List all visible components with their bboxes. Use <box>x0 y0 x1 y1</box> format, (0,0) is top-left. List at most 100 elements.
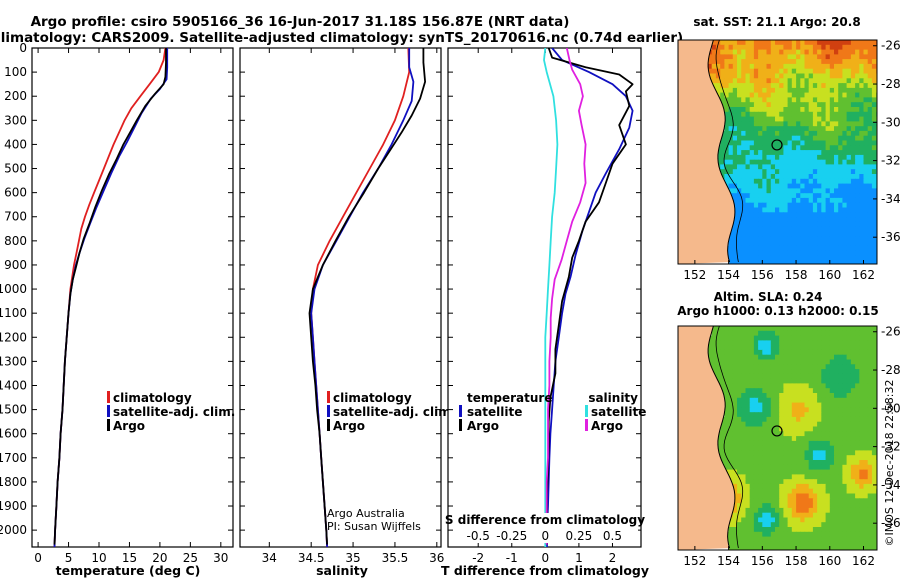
heatmap-cell <box>741 111 746 118</box>
heatmap-cell <box>855 483 860 490</box>
heatmap-cell <box>871 63 877 70</box>
heatmap-cell <box>770 135 776 142</box>
heatmap-cell <box>787 431 793 437</box>
legend-swatch-argo <box>107 419 110 431</box>
heatmap-cell <box>867 250 873 256</box>
heatmap-cell <box>829 416 835 423</box>
heatmap-cell <box>753 73 759 79</box>
heatmap-cell <box>753 373 759 380</box>
heatmap-cell <box>859 488 865 495</box>
heatmap-cell <box>745 512 751 519</box>
heatmap-cell <box>838 40 843 46</box>
salinity-legend: climatology satellite-adj. clim. Argo <box>327 391 455 433</box>
heatmap-cell <box>724 107 730 113</box>
heatmap-cell <box>871 97 877 103</box>
heatmap-cell <box>804 159 810 166</box>
heatmap-cell <box>850 527 856 533</box>
heatmap-cell <box>791 145 797 151</box>
heatmap-cell <box>804 378 810 384</box>
heatmap-cell <box>732 107 738 113</box>
heatmap-cell <box>817 512 822 519</box>
heatmap-cell <box>863 145 869 151</box>
heatmap-cell <box>850 340 856 346</box>
heatmap-cell <box>762 522 768 528</box>
heatmap-cell <box>762 135 768 142</box>
heatmap-cell <box>783 245 789 252</box>
heatmap-cell <box>796 388 801 394</box>
heatmap-cell <box>749 102 755 108</box>
heatmap-cell <box>808 426 814 432</box>
heatmap-cell <box>812 207 818 213</box>
heatmap-cell <box>724 402 730 408</box>
heatmap-cell <box>838 460 843 466</box>
heatmap-cell <box>863 135 869 142</box>
heatmap-cell <box>808 130 814 137</box>
heatmap-cell <box>775 383 780 389</box>
heatmap-cell <box>808 226 814 233</box>
heatmap-cell <box>838 340 843 346</box>
heatmap-cell <box>753 531 759 538</box>
heatmap-cell <box>724 111 730 118</box>
heatmap-cell <box>745 364 751 370</box>
heatmap-cell <box>770 83 776 89</box>
heatmap-cell <box>737 169 742 175</box>
heatmap-cell <box>834 140 839 146</box>
heatmap-cell <box>804 421 810 428</box>
heatmap-cell <box>863 340 869 346</box>
heatmap-cell <box>800 107 806 113</box>
heatmap-cell <box>745 135 751 142</box>
heatmap-cell <box>855 512 860 519</box>
heatmap-cell <box>779 255 784 261</box>
heatmap-cell <box>762 169 768 175</box>
heatmap-cell <box>770 68 776 75</box>
heatmap-cell <box>779 68 784 75</box>
heatmap-cell <box>766 369 772 375</box>
heatmap-cell <box>846 340 852 346</box>
heatmap-cell <box>770 541 776 547</box>
heatmap-cell <box>842 140 848 146</box>
heatmap-cell <box>821 354 827 361</box>
heatmap-cell <box>817 183 822 189</box>
heatmap-cell <box>737 546 742 550</box>
heatmap-cell <box>829 364 835 370</box>
heatmap-cell <box>779 421 784 428</box>
heatmap-cell <box>804 388 810 394</box>
heatmap-cell <box>834 102 839 108</box>
heatmap-cell <box>732 335 738 341</box>
heatmap-cell <box>842 83 848 89</box>
heatmap-cell <box>846 63 852 70</box>
map-lon-label: 154 <box>717 268 740 282</box>
heatmap-cell <box>800 126 806 132</box>
heatmap-cell <box>804 73 810 79</box>
heatmap-cell <box>829 178 835 185</box>
heatmap-cell <box>871 116 877 122</box>
heatmap-cell <box>770 455 776 461</box>
heatmap-cell <box>850 450 856 456</box>
heatmap-cell <box>829 517 835 523</box>
heatmap-cell <box>825 378 831 384</box>
heatmap-cell <box>749 40 755 46</box>
heatmap-cell <box>871 126 877 132</box>
heatmap-cell <box>812 445 818 452</box>
heatmap-cell <box>766 407 772 413</box>
heatmap-cell <box>775 474 780 480</box>
heatmap-cell <box>737 383 742 389</box>
heatmap-cell <box>842 245 848 252</box>
heatmap-cell <box>766 193 772 199</box>
heatmap-cell <box>724 121 730 127</box>
heatmap-cell <box>737 63 742 70</box>
heatmap-cell <box>808 479 814 485</box>
heatmap-cell <box>855 493 860 499</box>
s-tick-label: 0.5 <box>603 529 622 543</box>
heatmap-cell <box>775 407 780 413</box>
heatmap-cell <box>867 130 873 137</box>
heatmap-cell <box>775 512 780 519</box>
heatmap-cell <box>783 73 789 79</box>
heatmap-cell <box>796 517 801 523</box>
heatmap-cell <box>871 373 877 380</box>
heatmap-cell <box>779 407 784 413</box>
heatmap-cell <box>732 412 738 418</box>
heatmap-cell <box>842 369 848 375</box>
heatmap-cell <box>863 512 869 519</box>
heatmap-cell <box>808 397 814 404</box>
